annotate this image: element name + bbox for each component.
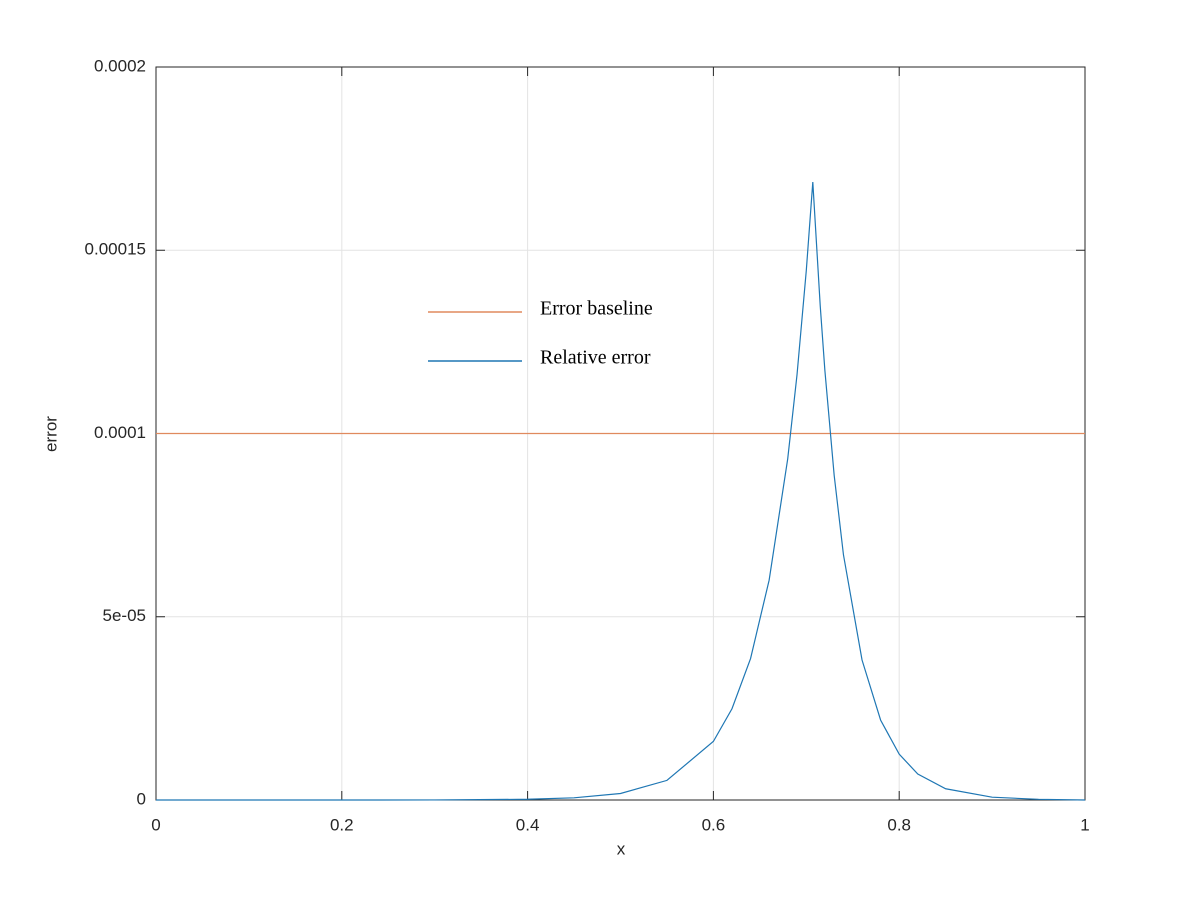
x-tick-label: 0.2	[330, 815, 354, 834]
y-tick-label: 0	[137, 789, 146, 808]
x-tick-label: 0.4	[516, 815, 540, 834]
y-tick-label: 0.0001	[94, 423, 146, 442]
data-line	[156, 182, 1086, 801]
y-axis-label: error	[41, 416, 60, 452]
x-tick-label: 1	[1080, 815, 1089, 834]
y-tick-label: 0.00015	[85, 240, 146, 259]
x-tick-label: 0	[151, 815, 160, 834]
legend-label: Error baseline	[540, 298, 653, 320]
legend-label: Relative error	[540, 347, 651, 369]
x-tick-label: 0.6	[702, 815, 726, 834]
x-axis-label: x	[617, 839, 626, 858]
x-tick-label: 0.8	[887, 815, 911, 834]
y-tick-label: 5e-05	[103, 606, 146, 625]
y-tick-label: 0.0002	[94, 56, 146, 75]
